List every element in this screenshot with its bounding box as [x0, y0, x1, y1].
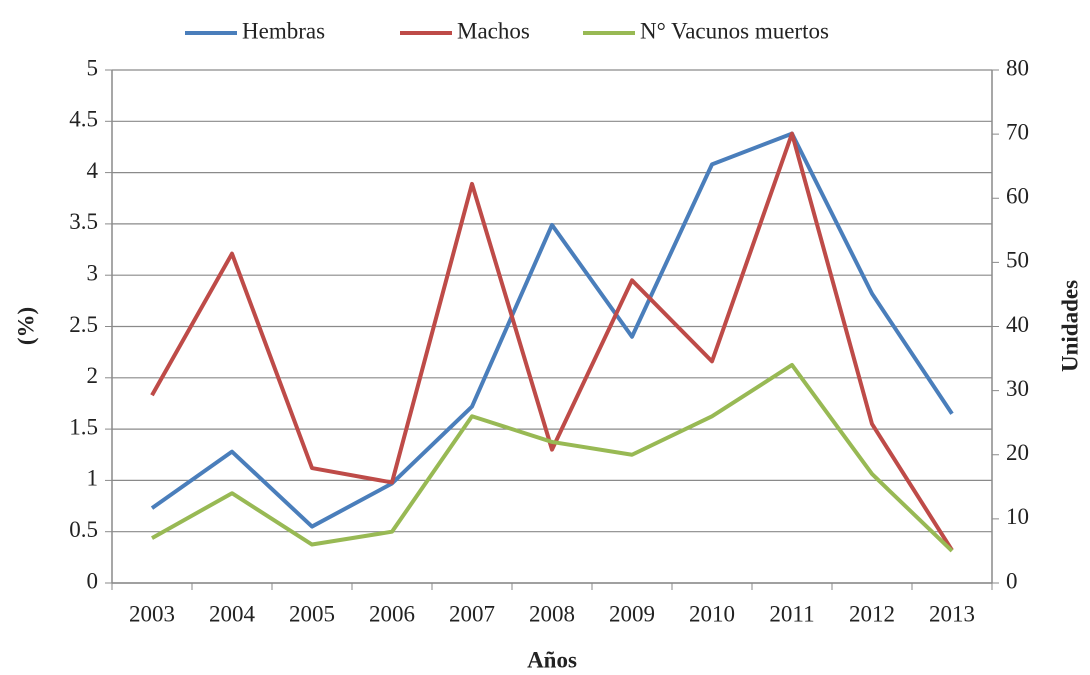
y2-tick-label: 40 [1006, 312, 1029, 337]
x-tick-label: 2012 [849, 601, 895, 626]
y-tick-label: 4.5 [69, 107, 98, 132]
x-tick-label: 2011 [769, 601, 814, 626]
x-tick-label: 2009 [609, 601, 655, 626]
y2-tick-label: 20 [1006, 440, 1029, 465]
x-tick-label: 2008 [529, 601, 575, 626]
series-line [150, 131, 954, 552]
y2-tick-label: 10 [1006, 504, 1029, 529]
y2-tick-label: 30 [1006, 376, 1029, 401]
y-tick-label: 4 [87, 158, 99, 183]
x-tick-label: 2006 [369, 601, 415, 626]
series-line [150, 131, 954, 529]
y-tick-label: 3.5 [69, 209, 98, 234]
y-tick-label: 2 [87, 363, 99, 388]
y2-tick-label: 0 [1006, 568, 1018, 593]
y-tick-label: 3 [87, 260, 99, 285]
series-line [151, 362, 954, 553]
y2-axis-label: Unidades [1057, 280, 1082, 372]
y-tick-label: 1 [87, 466, 99, 491]
x-tick-label: 2013 [929, 601, 975, 626]
y-tick-label: 5 [87, 55, 99, 80]
legend-label: Machos [457, 18, 530, 43]
x-tick-label: 2004 [209, 601, 256, 626]
legend-label: N° Vacunos muertos [640, 18, 829, 43]
y-tick-label: 0.5 [69, 517, 98, 542]
y2-tick-label: 80 [1006, 55, 1029, 80]
y-tick-label: 0 [87, 568, 99, 593]
x-tick-label: 2005 [289, 601, 335, 626]
y2-tick-label: 50 [1006, 248, 1029, 273]
y2-tick-label: 70 [1006, 119, 1029, 144]
y2-tick-label: 60 [1006, 184, 1029, 209]
legend-label: Hembras [242, 18, 325, 43]
x-axis-label: Años [527, 647, 577, 672]
y-axis-label: (%) [13, 307, 38, 345]
y-tick-label: 1.5 [69, 414, 98, 439]
y-tick-label: 2.5 [69, 312, 98, 337]
x-tick-label: 2007 [449, 601, 495, 626]
x-tick-label: 2003 [129, 601, 175, 626]
x-tick-label: 2010 [689, 601, 735, 626]
